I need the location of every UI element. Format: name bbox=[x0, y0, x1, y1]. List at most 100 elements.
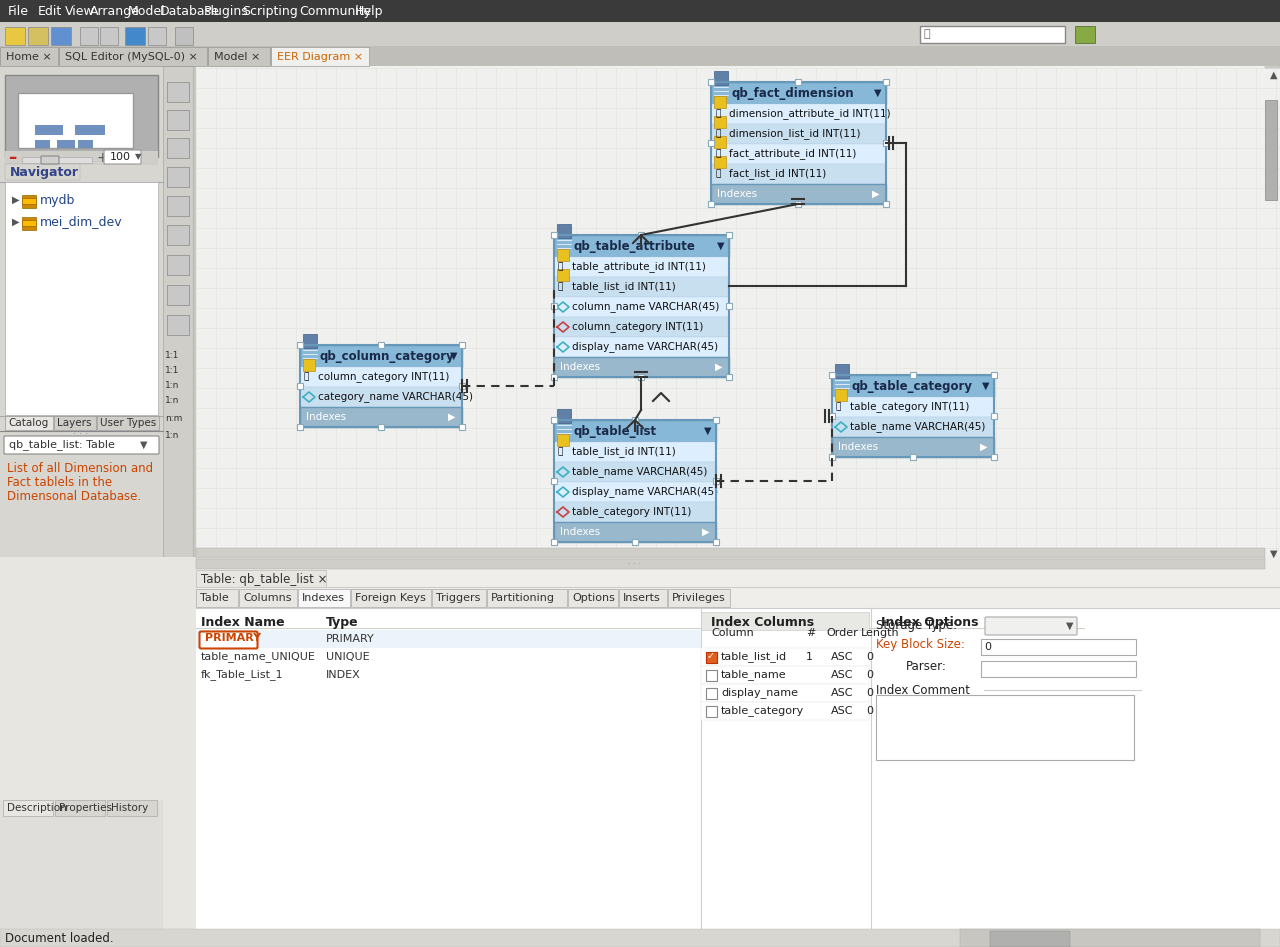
Text: 🔑: 🔑 bbox=[836, 402, 841, 412]
Bar bbox=[166, 110, 189, 130]
Text: Type: Type bbox=[326, 616, 358, 629]
Bar bbox=[196, 666, 701, 684]
Text: mei_dim_dev: mei_dim_dev bbox=[40, 216, 123, 228]
Text: qb_table_category: qb_table_category bbox=[852, 380, 973, 392]
Bar bbox=[0, 46, 1280, 66]
Bar bbox=[832, 375, 995, 397]
Text: 🔑: 🔑 bbox=[716, 150, 721, 158]
Bar bbox=[707, 670, 717, 681]
Bar bbox=[5, 416, 52, 430]
Text: ▶: ▶ bbox=[12, 195, 19, 205]
Text: ▼: ▼ bbox=[140, 440, 147, 450]
Bar bbox=[557, 249, 570, 261]
Text: 1:n: 1:n bbox=[165, 381, 179, 389]
Text: ▼: ▼ bbox=[982, 381, 989, 391]
Text: 🔑: 🔑 bbox=[716, 110, 721, 118]
Bar bbox=[832, 375, 995, 457]
Bar bbox=[196, 557, 1280, 947]
Bar bbox=[701, 702, 869, 720]
Bar bbox=[710, 184, 886, 204]
Bar bbox=[832, 397, 995, 417]
Bar bbox=[554, 297, 730, 317]
Bar bbox=[303, 334, 317, 348]
Text: dimension_list_id INT(11): dimension_list_id INT(11) bbox=[730, 129, 860, 139]
Bar bbox=[166, 285, 189, 305]
Text: History: History bbox=[111, 803, 148, 813]
Bar bbox=[1075, 26, 1094, 43]
Bar bbox=[196, 648, 701, 666]
Bar bbox=[351, 589, 431, 607]
Bar bbox=[166, 196, 189, 216]
Bar bbox=[714, 96, 726, 108]
Text: 1:1: 1:1 bbox=[165, 366, 179, 374]
Bar bbox=[920, 26, 1065, 43]
Text: table_name: table_name bbox=[721, 670, 787, 681]
Bar bbox=[554, 482, 716, 502]
Text: Table: Table bbox=[200, 593, 229, 603]
Bar bbox=[835, 389, 847, 401]
Text: Inserts: Inserts bbox=[623, 593, 660, 603]
Text: Layers: Layers bbox=[58, 418, 91, 428]
Bar bbox=[710, 144, 886, 164]
Text: qb_fact_dimension: qb_fact_dimension bbox=[731, 86, 854, 99]
Text: –: – bbox=[8, 149, 17, 167]
Bar bbox=[0, 557, 1280, 947]
Bar bbox=[108, 800, 157, 816]
Text: Triggers: Triggers bbox=[436, 593, 480, 603]
Text: 0: 0 bbox=[867, 652, 873, 662]
Bar bbox=[97, 416, 159, 430]
Bar bbox=[883, 79, 890, 85]
Text: File: File bbox=[8, 5, 29, 17]
Text: display_name: display_name bbox=[721, 688, 797, 699]
Bar bbox=[550, 539, 557, 545]
Text: table_category INT(11): table_category INT(11) bbox=[572, 507, 691, 517]
Bar bbox=[166, 225, 189, 245]
Bar bbox=[701, 684, 869, 702]
Bar bbox=[0, 929, 1280, 947]
Bar bbox=[196, 559, 1265, 569]
Bar bbox=[1265, 0, 1280, 68]
Bar bbox=[708, 79, 714, 85]
Text: Community: Community bbox=[300, 5, 371, 17]
Bar bbox=[300, 345, 462, 367]
Bar bbox=[22, 220, 36, 226]
Bar bbox=[795, 201, 801, 207]
Text: qb_table_list: Table: qb_table_list: Table bbox=[9, 439, 115, 451]
Bar bbox=[554, 257, 730, 277]
Text: 🔍: 🔍 bbox=[923, 29, 929, 39]
Bar bbox=[829, 413, 835, 419]
Bar bbox=[3, 800, 52, 816]
Bar bbox=[5, 182, 157, 415]
Text: Catalog: Catalog bbox=[8, 418, 49, 428]
Text: Edit: Edit bbox=[38, 5, 63, 17]
Bar bbox=[196, 570, 326, 587]
Bar bbox=[271, 47, 369, 66]
Bar bbox=[125, 27, 145, 45]
Bar bbox=[196, 630, 701, 648]
Text: fk_Table_List_1: fk_Table_List_1 bbox=[201, 670, 284, 681]
Bar bbox=[710, 164, 886, 184]
Text: ▼: ▼ bbox=[134, 152, 142, 162]
Bar bbox=[300, 345, 462, 427]
Bar bbox=[557, 224, 571, 238]
Bar bbox=[991, 454, 997, 460]
Text: Table: qb_table_list ×: Table: qb_table_list × bbox=[201, 573, 328, 585]
Bar bbox=[910, 372, 916, 378]
Bar bbox=[832, 437, 995, 457]
Bar bbox=[554, 317, 730, 337]
Bar bbox=[28, 27, 49, 45]
Text: View: View bbox=[65, 5, 95, 17]
Text: ▶: ▶ bbox=[12, 217, 19, 227]
Text: · · ·: · · · bbox=[628, 560, 641, 568]
Text: Parser:: Parser: bbox=[906, 659, 947, 672]
Bar bbox=[297, 383, 303, 389]
Bar bbox=[554, 235, 730, 257]
Bar bbox=[637, 232, 644, 238]
Bar bbox=[207, 47, 270, 66]
Text: table_list_id: table_list_id bbox=[721, 652, 787, 663]
Bar bbox=[100, 27, 118, 45]
Bar bbox=[714, 136, 726, 148]
Bar bbox=[5, 164, 79, 180]
Text: Columns: Columns bbox=[243, 593, 292, 603]
Text: Indexes: Indexes bbox=[838, 442, 878, 452]
